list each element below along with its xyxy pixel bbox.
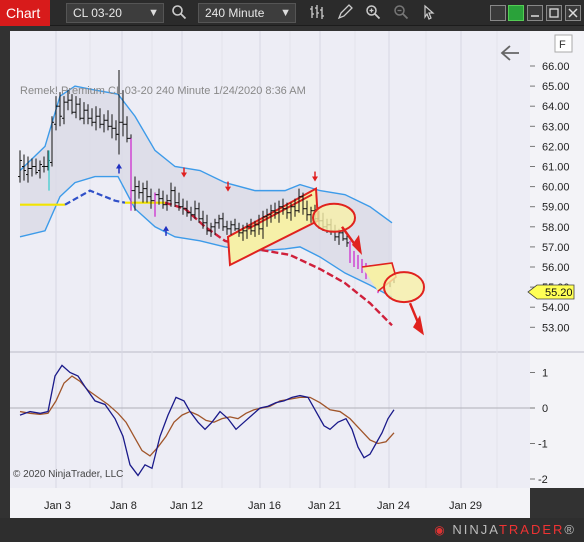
time-axis <box>10 488 530 518</box>
chart-layers: 66.00 65.00 64.00 63.00 62.00 61.00 60.00 59.00… <box>10 31 570 512</box>
panel-flag-box[interactable] <box>554 34 573 53</box>
price-tick-label: 66.00 <box>542 61 570 73</box>
current-price-label: 55.20 <box>545 287 573 299</box>
date-tick-label: Jan 24 <box>377 500 410 512</box>
ninjatrader-logo-icon: ◉ <box>434 523 447 537</box>
signal-arrow-down <box>312 176 318 182</box>
pointer-icon[interactable] <box>420 4 438 22</box>
projection-arrowhead <box>413 315 424 336</box>
price-chart[interactable]: 66.00 65.00 64.00 63.00 62.00 61.00 60.00 59.00… <box>0 27 584 519</box>
oscillator-slow-line <box>19 375 395 457</box>
price-tick-label: 56.00 <box>542 262 570 274</box>
zoom-out-icon[interactable] <box>392 4 410 22</box>
lower-band <box>19 175 393 298</box>
instrument-selector[interactable]: CL 03-20 ▼ <box>66 3 164 23</box>
price-tick-label: 62.00 <box>542 141 570 153</box>
back-arrow-icon[interactable] <box>500 45 519 61</box>
price-tick-label: 57.00 <box>542 242 570 254</box>
osc-tick-label: -2 <box>538 474 548 486</box>
date-tick-label: Jan 8 <box>110 500 137 512</box>
highlight-ellipse <box>383 271 425 304</box>
interval-selector[interactable]: 240 Minute ▼ <box>198 3 296 23</box>
date-tick-label: Jan 21 <box>308 500 341 512</box>
brand-ninja: NINJA <box>452 522 499 537</box>
current-price-tag: 55.20 <box>527 284 575 300</box>
footer-bar: ◉ NINJATRADER® <box>0 518 584 542</box>
signal-arrow-up <box>163 225 169 231</box>
bars-type-icon[interactable] <box>308 4 326 22</box>
price-tick-label: 65.00 <box>542 81 570 93</box>
chart-tab[interactable]: Chart <box>0 0 50 26</box>
price-tick-label: 53.00 <box>542 322 570 334</box>
date-tick-label: Jan 29 <box>449 500 482 512</box>
close-icon[interactable] <box>565 5 581 21</box>
price-tick-label: 59.00 <box>542 202 570 214</box>
oscillator-fast-line <box>19 364 395 477</box>
price-tick-label: 64.00 <box>542 101 570 113</box>
price-tick-label: 54.00 <box>542 302 570 314</box>
chevron-down-icon: ▼ <box>148 7 159 19</box>
search-icon[interactable] <box>170 4 188 22</box>
upper-band <box>19 85 393 224</box>
osc-tick-label: 0 <box>542 403 548 415</box>
osc-tick-label: -1 <box>538 439 548 451</box>
minimize-icon[interactable] <box>527 5 543 21</box>
price-tick-label: 61.00 <box>542 162 570 174</box>
window-link-icon[interactable] <box>508 5 524 21</box>
brand-suffix: ® <box>564 522 576 537</box>
envelope-fill <box>20 86 392 298</box>
brand-trader: TRADER <box>498 522 565 537</box>
projection-arrowhead <box>352 234 362 255</box>
copyright-text: © 2020 NinjaTrader, LLC <box>13 469 123 480</box>
date-tick-label: Jan 3 <box>44 500 71 512</box>
signal-arrow-down <box>181 172 187 178</box>
window-gray-icon[interactable] <box>490 5 506 21</box>
interval-label: 240 Minute <box>205 6 265 20</box>
price-axis <box>530 31 584 488</box>
ninjatrader-logo: ◉ NINJATRADER® <box>434 522 576 537</box>
instrument-label: CL 03-20 <box>73 6 122 20</box>
panel-flag: F <box>559 39 566 51</box>
price-tick-label: 60.00 <box>542 182 570 194</box>
osc-tick-label: 1 <box>542 368 548 380</box>
price-tick-label: 63.00 <box>542 121 570 133</box>
toolbar: Chart CL 03-20 ▼ 240 Minute ▼ <box>0 0 584 26</box>
signal-arrow-up <box>116 163 122 169</box>
midline-blue <box>64 189 126 206</box>
date-tick-label: Jan 16 <box>248 500 281 512</box>
price-tick-label: 58.00 <box>542 222 570 234</box>
drawing-tool-icon[interactable] <box>336 4 354 22</box>
chevron-down-icon: ▼ <box>280 7 291 19</box>
zoom-in-icon[interactable] <box>364 4 382 22</box>
chart-panel[interactable]: 66.00 65.00 64.00 63.00 62.00 61.00 60.00 59.00… <box>0 27 584 519</box>
maximize-icon[interactable] <box>546 5 562 21</box>
signal-arrow-down <box>225 186 231 192</box>
highlight-ellipse <box>312 202 356 233</box>
chart-header-text: Remek! Premium CL 03-20 240 Minute 1/24/… <box>20 85 306 97</box>
date-tick-label: Jan 12 <box>170 500 203 512</box>
